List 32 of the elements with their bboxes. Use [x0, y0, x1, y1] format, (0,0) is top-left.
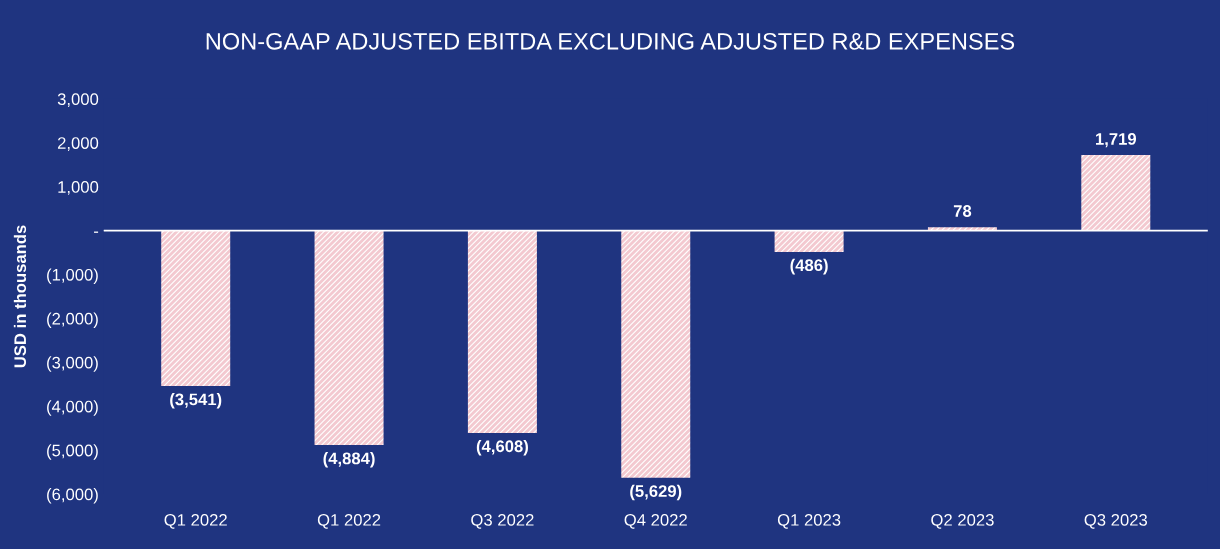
y-tick-label: 2,000 [57, 137, 99, 151]
data-label: (4,608) [476, 439, 528, 456]
y-tick-label: (4,000) [47, 400, 98, 416]
x-tick-label: Q1 2023 [777, 513, 841, 529]
y-tick-label: - [94, 231, 99, 233]
x-tick-label: Q1 2022 [317, 513, 381, 529]
y-axis-title: USD in thousands [13, 225, 27, 368]
data-label: (486) [790, 258, 828, 275]
x-tick-label: Q1 2022 [164, 513, 227, 529]
x-tick-label: Q3 2022 [471, 513, 534, 529]
data-label: (5,629) [630, 484, 682, 501]
data-label: 1,719 [1095, 133, 1137, 148]
bar [314, 230, 384, 446]
x-tick-label: Q3 2023 [1084, 513, 1148, 529]
bar [1081, 155, 1151, 231]
data-label: 78 [953, 205, 972, 217]
x-tick-label: Q2 2023 [931, 513, 994, 529]
data-label: (3,541) [170, 393, 222, 409]
bar [621, 230, 691, 478]
bar [161, 230, 231, 387]
chart-title: NON-GAAP ADJUSTED EBITDA EXCLUDING ADJUSTED R&D EXPENSES [206, 32, 1015, 50]
y-tick-label: (6,000) [47, 488, 98, 504]
y-tick-label: 1,000 [58, 181, 99, 195]
y-tick-label: (5,000) [47, 444, 98, 460]
bar [774, 230, 844, 252]
bar [467, 230, 537, 433]
y-tick-label: 3,000 [57, 93, 99, 107]
y-tick-label: (2,000) [47, 312, 98, 328]
x-tick-label: Q4 2022 [624, 513, 687, 529]
y-tick-label: (1,000) [47, 268, 98, 284]
data-label: (4,884) [323, 452, 375, 468]
y-tick-label: (3,000) [47, 356, 98, 372]
